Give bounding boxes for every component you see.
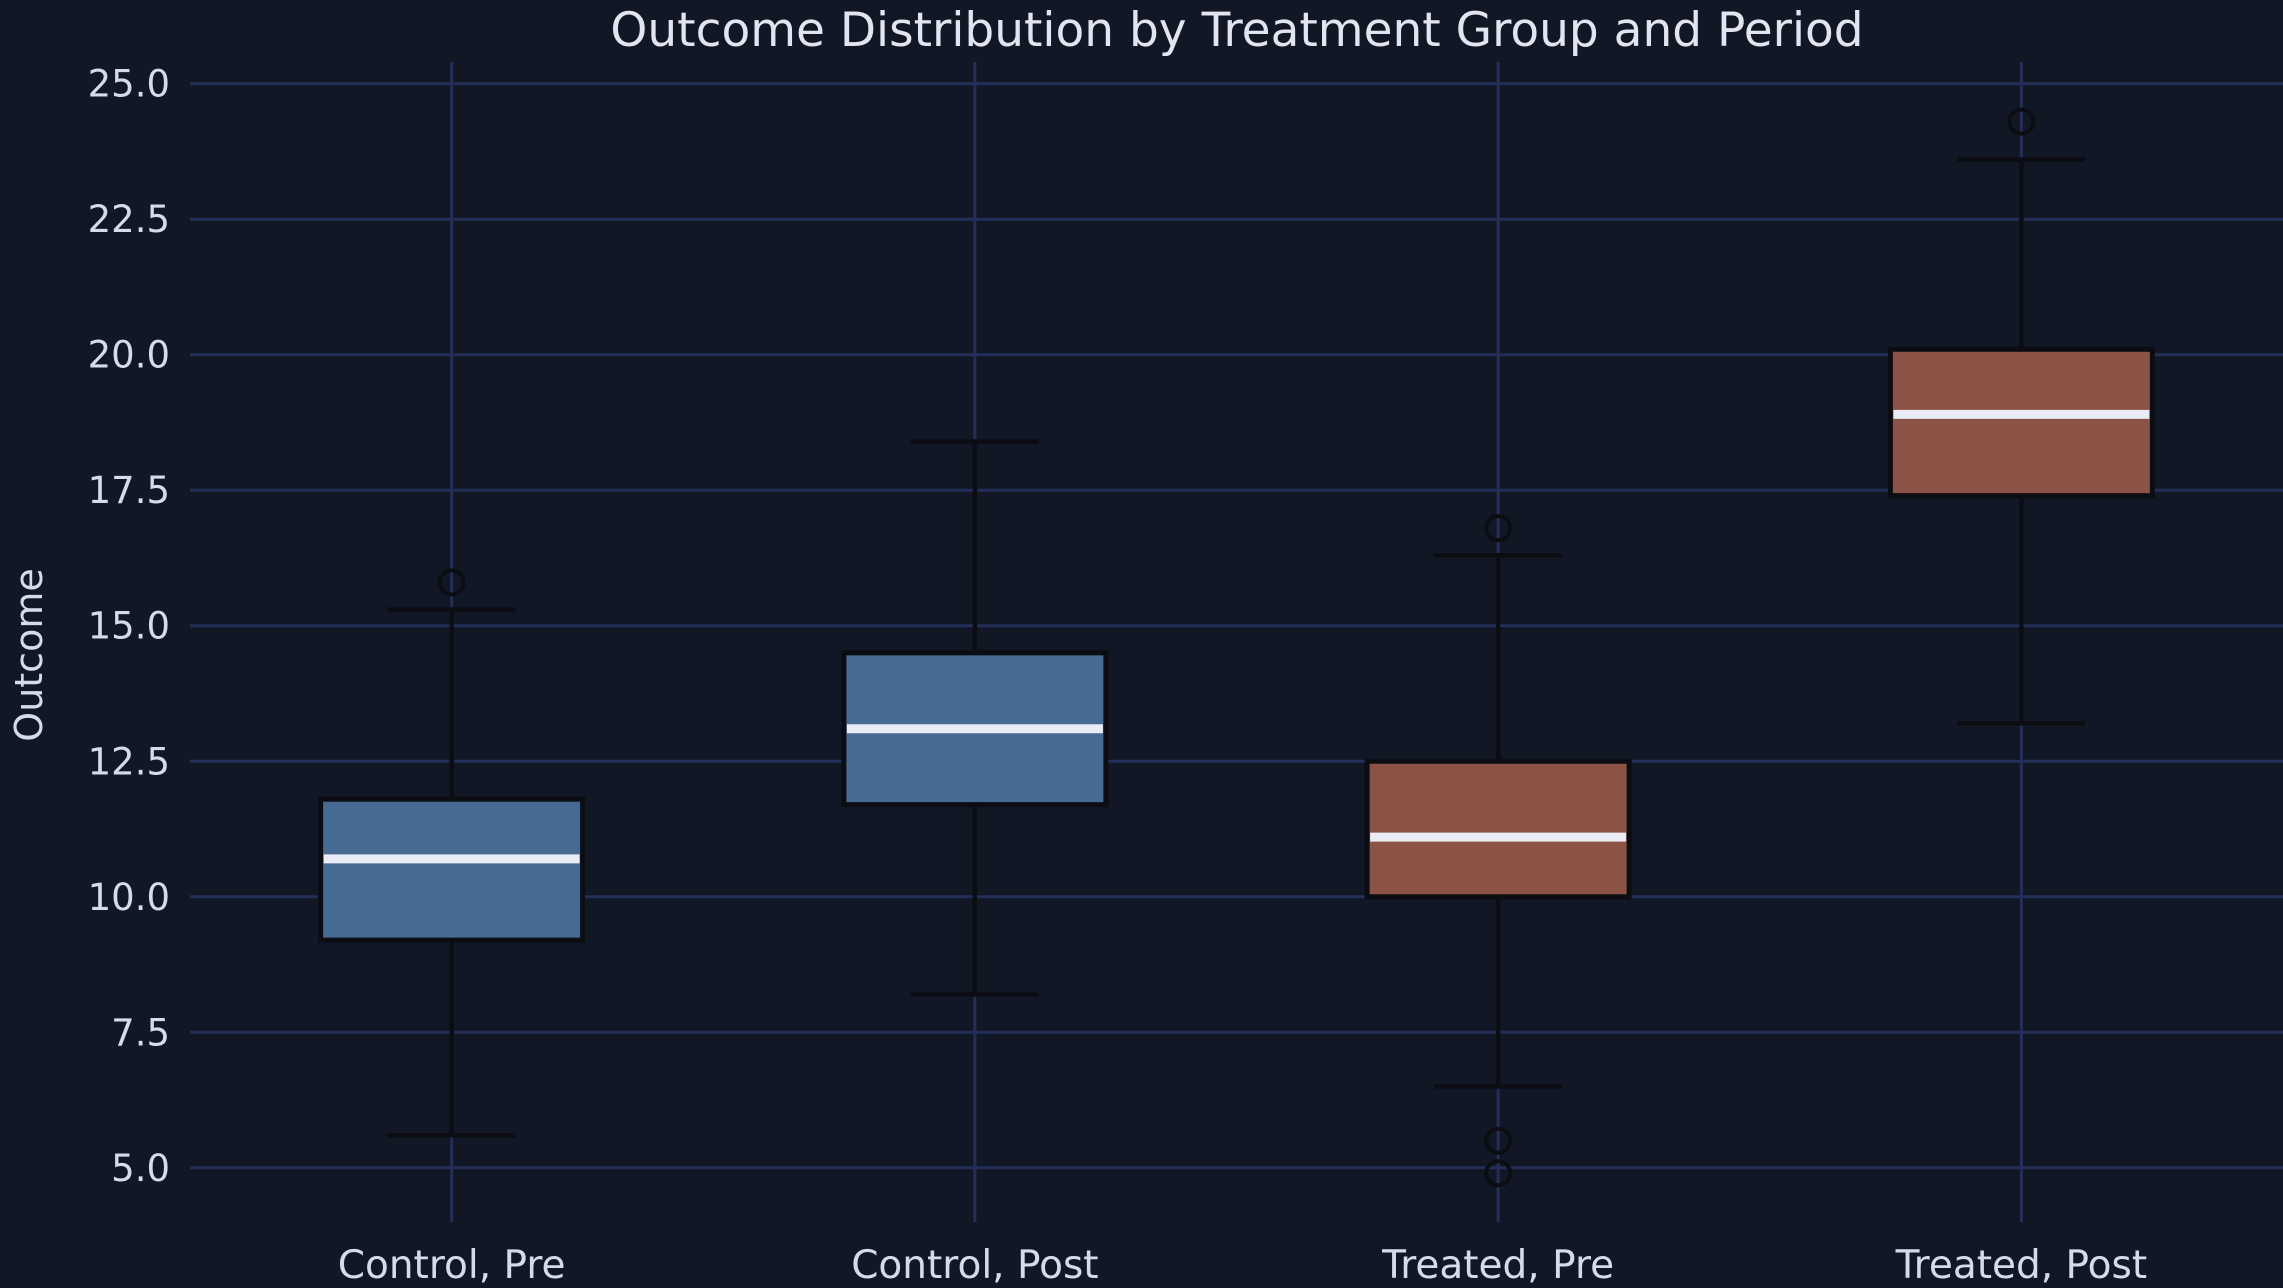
grid-layer <box>190 62 2283 1222</box>
x-tick-label: Control, Post <box>851 1243 1098 1288</box>
y-tick-label: 20.0 <box>88 334 170 377</box>
y-tick-label: 7.5 <box>111 1011 170 1054</box>
outlier-point <box>1484 1159 1513 1188</box>
y-axis-label: Outcome <box>7 568 51 741</box>
y-tick-label: 12.5 <box>88 740 170 783</box>
y-tick-label: 5.0 <box>111 1147 170 1190</box>
iqr-box <box>318 796 586 943</box>
y-tick-label: 17.5 <box>88 469 170 512</box>
y-tick-label: 22.5 <box>88 198 170 241</box>
outlier-point <box>437 568 466 597</box>
iqr-box <box>1887 346 2155 499</box>
box-group-control-pre <box>318 568 586 1138</box>
x-tick-label: Treated, Pre <box>1381 1243 1614 1288</box>
box-group-control-post <box>841 439 1109 997</box>
outlier-point <box>1484 514 1513 543</box>
box-layer <box>318 107 2155 1188</box>
y-tick-label: 15.0 <box>88 605 170 648</box>
iqr-box <box>1364 758 1632 900</box>
axis-label-layer: 5.0 7.5 10.0 12.5 15.0 17.5 20.0 22.5 25.0 Contro… <box>88 63 2148 1288</box>
chart-title: Outcome Distribution by Treatment Group … <box>610 3 1863 58</box>
x-tick-label: Treated, Post <box>1895 1243 2148 1288</box>
y-tick-label: 10.0 <box>88 876 170 919</box>
outlier-point <box>1484 1126 1513 1155</box>
box-group-treated-post <box>1887 107 2155 726</box>
x-tick-label: Control, Pre <box>338 1243 566 1288</box>
box-group-treated-pre <box>1364 514 1632 1188</box>
outlier-point <box>2007 107 2036 136</box>
y-tick-label: 25.0 <box>88 63 170 106</box>
